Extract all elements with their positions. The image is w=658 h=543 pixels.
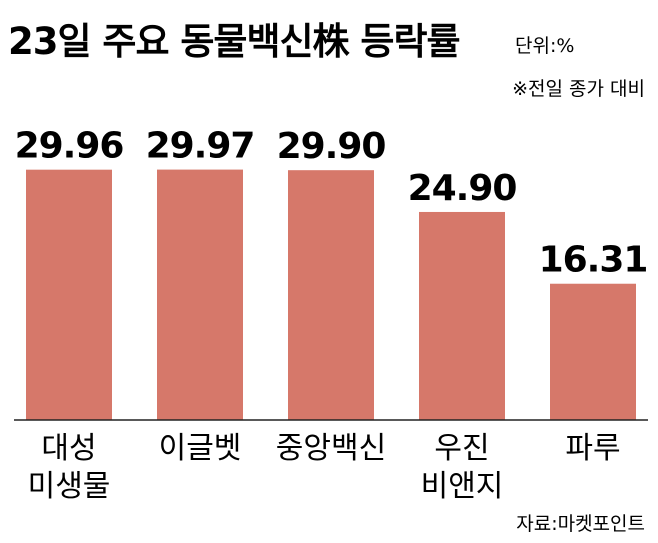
category-label-4-0: 파루 — [565, 431, 620, 466]
category-label-3-0: 우진 — [434, 431, 489, 466]
value-label-4: 16.31 — [539, 240, 648, 281]
value-label-0: 29.96 — [15, 126, 124, 167]
category-label-0-1: 미생물 — [28, 469, 111, 504]
value-label-3: 24.90 — [408, 168, 517, 209]
bar-1 — [157, 169, 243, 420]
chart-title: 23일 주요 동물백신株 등락률 — [8, 20, 460, 63]
value-label-1: 29.97 — [146, 126, 255, 167]
category-label-1-0: 이글벳 — [159, 431, 242, 466]
bar-4 — [550, 283, 636, 420]
category-label-3-1: 비앤지 — [421, 469, 504, 504]
bar-2 — [288, 170, 374, 420]
value-label-2: 29.90 — [277, 126, 386, 167]
source-label: 자료:마켓포인트 — [516, 513, 645, 535]
bars-group: 29.96 29.97 29.90 24.90 16.31 — [15, 126, 648, 420]
bar-3 — [419, 211, 505, 420]
category-label-0-0: 대성 — [41, 431, 96, 466]
category-label-2-0: 중앙백신 — [276, 431, 386, 466]
unit-label: 단위:% — [515, 35, 574, 57]
bar-0 — [26, 169, 112, 420]
comparison-note: ※전일 종가 대비 — [512, 78, 645, 100]
